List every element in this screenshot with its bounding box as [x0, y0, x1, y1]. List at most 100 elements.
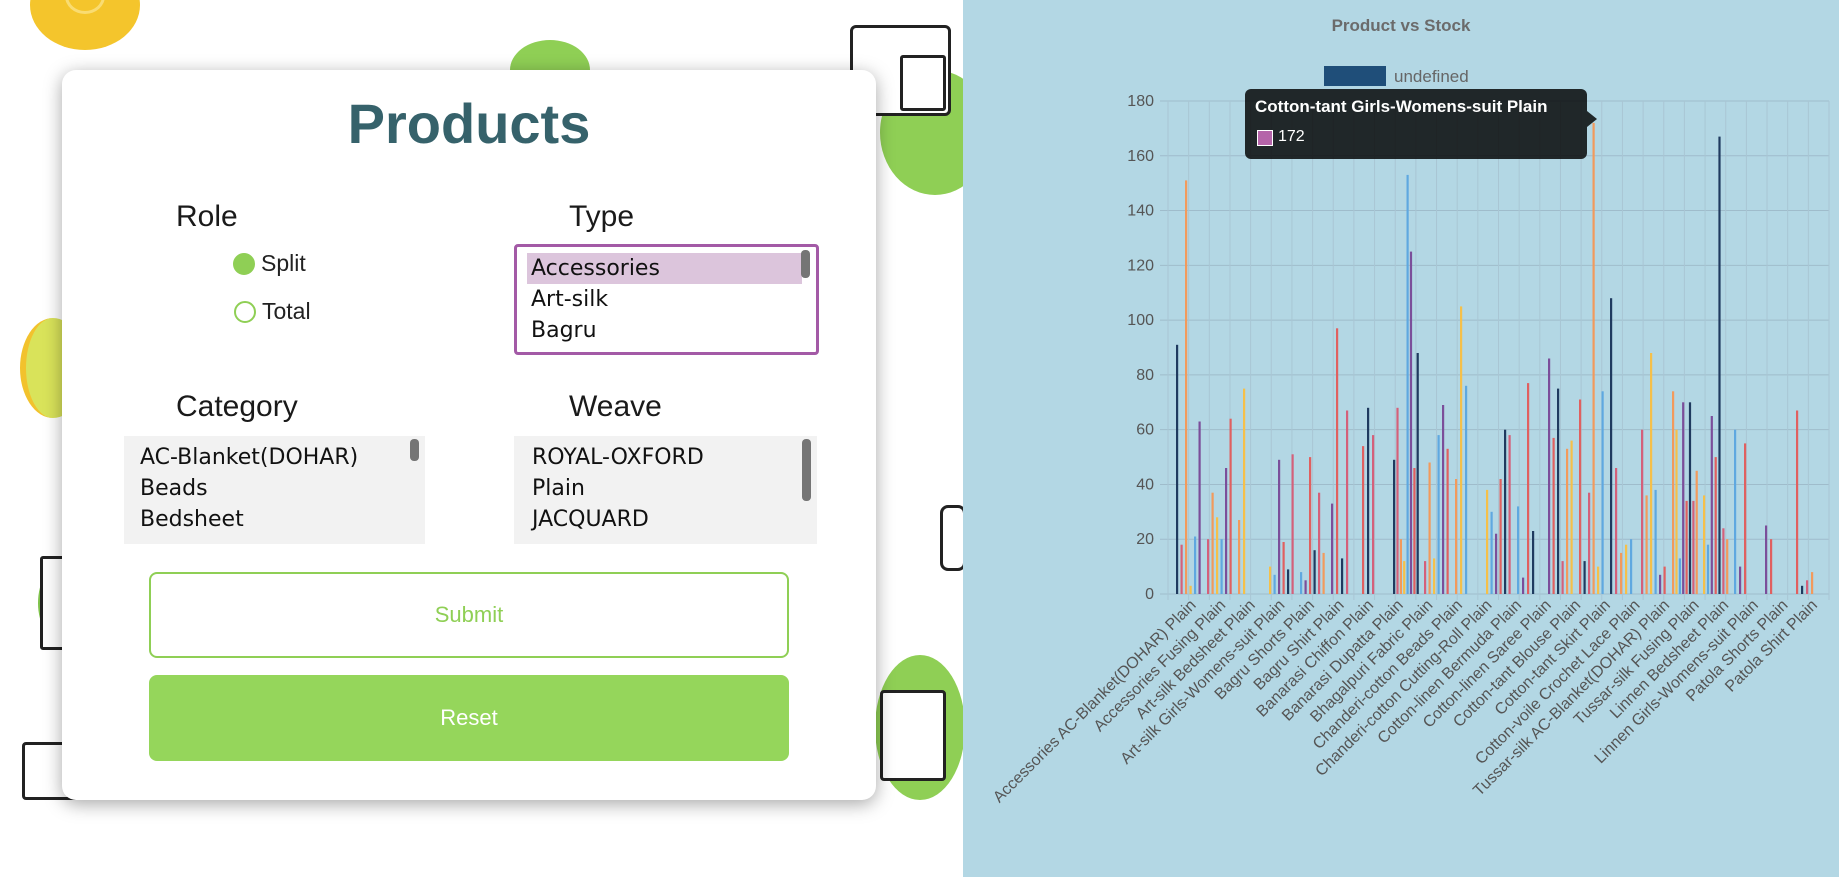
bar[interactable] [1331, 503, 1334, 594]
bar[interactable] [1806, 580, 1809, 594]
bar[interactable] [1517, 506, 1520, 594]
bar[interactable] [1406, 174, 1409, 594]
bar[interactable] [1659, 574, 1662, 594]
bar[interactable] [1499, 479, 1502, 594]
bar[interactable] [1322, 552, 1325, 594]
bar[interactable] [1185, 180, 1188, 594]
category-option-beads[interactable]: Beads [140, 476, 208, 501]
bar[interactable] [1225, 468, 1228, 594]
bar[interactable] [1318, 492, 1321, 594]
bar[interactable] [1216, 517, 1219, 594]
weave-option-plain[interactable]: Plain [532, 476, 585, 501]
bar[interactable] [1220, 539, 1223, 594]
bar[interactable] [1508, 435, 1511, 594]
bar[interactable] [1688, 402, 1692, 594]
bar[interactable] [1409, 251, 1413, 594]
bar[interactable] [1682, 402, 1685, 594]
bar[interactable] [1561, 561, 1564, 594]
bar[interactable] [1557, 388, 1560, 594]
bar[interactable] [1610, 298, 1613, 594]
bar[interactable] [1433, 558, 1436, 594]
bar[interactable] [1734, 429, 1737, 594]
bar[interactable] [1532, 531, 1535, 594]
bar[interactable] [1273, 574, 1276, 594]
bar[interactable] [1403, 561, 1406, 594]
bar[interactable] [1650, 353, 1653, 594]
bar[interactable] [1495, 533, 1498, 594]
bar[interactable] [1811, 572, 1814, 594]
weave-option-jacquard[interactable]: JACQUARD [532, 507, 649, 532]
bar[interactable] [1465, 385, 1468, 594]
bar[interactable] [1229, 418, 1232, 594]
bar[interactable] [1304, 580, 1307, 594]
type-option-art-silk[interactable]: Art-silk [531, 287, 609, 312]
bar[interactable] [1189, 585, 1192, 594]
radio-split-indicator[interactable] [233, 252, 255, 275]
bar[interactable] [1486, 489, 1489, 594]
type-scrollbar[interactable] [801, 250, 810, 278]
category-option-bedsheet[interactable]: Bedsheet [140, 507, 244, 532]
bar[interactable] [1442, 405, 1445, 594]
category-scrollbar[interactable] [410, 439, 419, 461]
bar[interactable] [1198, 421, 1201, 595]
type-listbox[interactable]: Accessories Art-silk Bagru [514, 244, 819, 355]
bar[interactable] [1278, 459, 1281, 594]
bar[interactable] [1309, 457, 1312, 594]
bar[interactable] [1269, 566, 1272, 594]
bar[interactable] [1437, 435, 1440, 594]
bar[interactable] [1393, 459, 1396, 594]
bar[interactable] [1685, 500, 1688, 594]
bar[interactable] [1678, 558, 1681, 594]
bar[interactable] [1211, 492, 1214, 594]
bar[interactable] [1346, 410, 1349, 595]
bar[interactable] [1615, 468, 1618, 594]
bar[interactable] [1413, 468, 1416, 594]
bar[interactable] [1194, 536, 1197, 595]
bar[interactable] [1548, 358, 1551, 595]
bar[interactable] [1588, 492, 1591, 594]
weave-scrollbar[interactable] [802, 439, 811, 501]
bar[interactable] [1552, 437, 1555, 594]
bar[interactable] [1739, 566, 1742, 594]
bar[interactable] [1238, 520, 1241, 594]
bar[interactable] [1583, 561, 1586, 594]
weave-listbox[interactable]: ROYAL-OXFORD Plain JACQUARD [514, 436, 817, 544]
legend-swatch[interactable] [1324, 66, 1386, 86]
bar[interactable] [1744, 443, 1747, 594]
bar[interactable] [1243, 388, 1246, 594]
bar[interactable] [1341, 558, 1344, 594]
bar[interactable] [1592, 122, 1595, 595]
type-option-accessories[interactable]: Accessories [527, 253, 802, 284]
category-option-ac-blanket[interactable]: AC-Blanket(DOHAR) [140, 445, 359, 470]
bar[interactable] [1801, 585, 1804, 594]
bar[interactable] [1714, 457, 1717, 594]
bar[interactable] [1504, 429, 1507, 594]
bar[interactable] [1176, 344, 1179, 594]
bar[interactable] [1336, 328, 1339, 594]
bar[interactable] [1362, 446, 1365, 594]
bar[interactable] [1692, 500, 1695, 594]
bar[interactable] [1367, 407, 1370, 594]
reset-button[interactable]: Reset [149, 675, 789, 761]
weave-option-royal-oxford[interactable]: ROYAL-OXFORD [532, 445, 704, 470]
bar[interactable] [1282, 542, 1285, 594]
type-option-bagru[interactable]: Bagru [531, 318, 597, 343]
bar[interactable] [1718, 136, 1721, 594]
bar[interactable] [1522, 577, 1525, 594]
bar[interactable] [1460, 306, 1463, 594]
bar[interactable] [1672, 391, 1675, 594]
bar[interactable] [1313, 550, 1316, 594]
bar[interactable] [1722, 528, 1725, 594]
bar[interactable] [1663, 566, 1666, 594]
bar[interactable] [1287, 569, 1290, 594]
bar[interactable] [1770, 539, 1773, 594]
category-listbox[interactable]: AC-Blanket(DOHAR) Beads Bedsheet [124, 436, 425, 544]
bar[interactable] [1416, 353, 1419, 594]
bar[interactable] [1675, 429, 1678, 594]
bar[interactable] [1630, 539, 1633, 594]
bar[interactable] [1597, 566, 1600, 594]
radio-split[interactable]: Split [233, 250, 306, 277]
bar[interactable] [1726, 539, 1729, 594]
bar[interactable] [1625, 544, 1628, 594]
bar[interactable] [1428, 462, 1431, 595]
